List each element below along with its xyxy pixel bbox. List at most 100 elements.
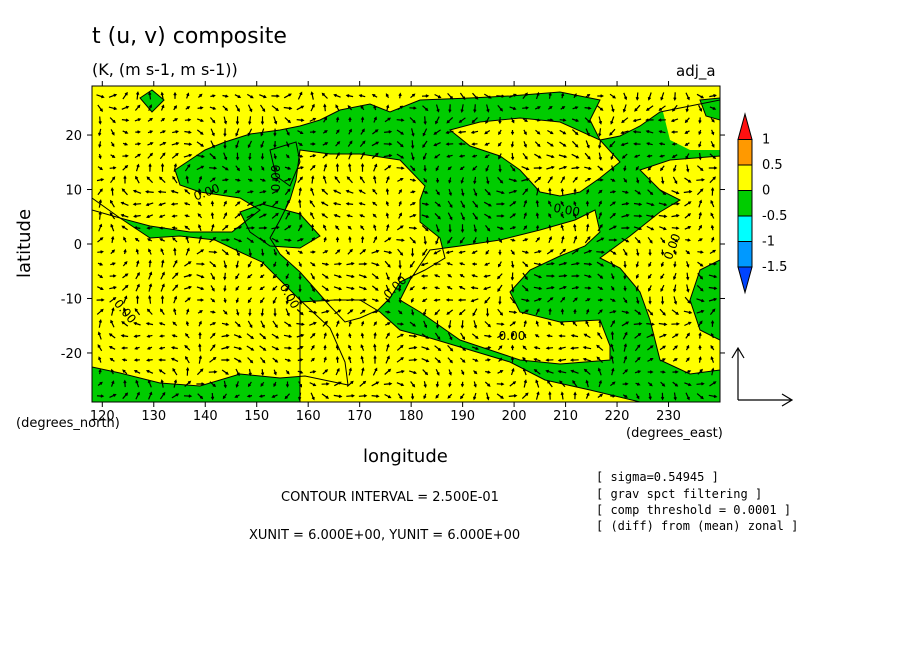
x-unit-label: (degrees_east) bbox=[626, 426, 723, 441]
wind-vector bbox=[397, 393, 403, 400]
colorbar-label: -0.5 bbox=[762, 209, 787, 224]
wind-vector bbox=[659, 333, 667, 338]
wind-vector bbox=[348, 320, 352, 327]
wind-vector bbox=[348, 163, 352, 172]
wind-vector bbox=[145, 369, 154, 374]
wind-vector bbox=[660, 92, 665, 101]
wind-vector bbox=[133, 370, 141, 374]
wind-vector bbox=[622, 331, 628, 340]
wind-vector bbox=[260, 178, 266, 182]
wind-vector bbox=[385, 343, 390, 352]
wind-vector bbox=[433, 298, 441, 302]
wind-vector bbox=[685, 332, 690, 339]
wind-vector bbox=[221, 238, 230, 242]
wind-vector bbox=[409, 214, 417, 218]
wind-vector bbox=[497, 105, 504, 112]
wind-vector bbox=[660, 370, 666, 374]
wind-vector bbox=[671, 322, 680, 326]
wind-vector bbox=[273, 261, 277, 268]
zero-contour-line bbox=[92, 86, 720, 233]
zero-contour-line bbox=[448, 117, 621, 197]
wind-vector bbox=[246, 394, 253, 398]
wind-vector bbox=[609, 140, 616, 148]
wind-vector bbox=[410, 152, 415, 161]
wind-vector bbox=[110, 262, 116, 266]
wind-vector bbox=[348, 344, 352, 351]
wind-vector bbox=[183, 273, 193, 278]
wind-vector bbox=[621, 153, 628, 159]
wind-vector bbox=[511, 284, 515, 293]
wind-vector bbox=[346, 262, 355, 266]
wind-vector bbox=[508, 310, 518, 314]
wind-vector bbox=[122, 130, 129, 134]
wind-vector bbox=[634, 344, 641, 352]
wind-vector bbox=[309, 296, 317, 304]
wind-vector bbox=[297, 142, 303, 147]
wind-vector bbox=[636, 177, 640, 184]
wind-vector bbox=[108, 93, 118, 98]
wind-vector bbox=[622, 369, 629, 375]
wind-vector bbox=[335, 344, 340, 351]
wind-vector bbox=[647, 92, 652, 101]
wind-vector bbox=[498, 116, 502, 125]
wind-vector bbox=[623, 92, 628, 101]
wind-vector bbox=[535, 118, 541, 122]
wind-vector bbox=[686, 284, 690, 293]
wind-vector bbox=[246, 345, 255, 351]
wind-vector bbox=[483, 286, 491, 291]
zero-contour-line bbox=[269, 149, 446, 323]
wind-vector bbox=[698, 356, 702, 363]
wind-vector bbox=[497, 308, 504, 316]
wind-vector bbox=[285, 249, 290, 256]
wind-vector bbox=[698, 104, 703, 112]
wind-vector bbox=[573, 200, 577, 207]
wind-vector bbox=[535, 91, 540, 100]
wind-vector bbox=[409, 178, 417, 182]
wind-vector bbox=[373, 224, 377, 231]
wind-vector bbox=[96, 394, 105, 398]
wind-vector bbox=[460, 332, 466, 341]
wind-vector bbox=[146, 176, 154, 184]
wind-vector bbox=[97, 237, 104, 243]
wind-vector bbox=[285, 261, 290, 268]
wind-vector bbox=[647, 358, 654, 362]
wind-vector bbox=[358, 286, 368, 291]
wind-vector bbox=[146, 226, 153, 230]
wind-vector bbox=[596, 250, 605, 254]
wind-vector bbox=[585, 211, 589, 219]
wind-vector bbox=[497, 370, 504, 374]
wind-vector bbox=[561, 235, 565, 244]
wind-vector bbox=[110, 223, 115, 232]
wind-vector bbox=[648, 249, 652, 257]
wind-vector bbox=[345, 189, 354, 194]
wind-vector bbox=[582, 357, 592, 362]
wind-vector bbox=[510, 356, 515, 363]
wind-vector bbox=[335, 355, 340, 363]
wind-vector bbox=[285, 308, 290, 317]
wind-vector bbox=[672, 358, 678, 362]
wind-vector bbox=[271, 333, 280, 339]
wind-vector bbox=[597, 367, 602, 376]
wind-vector bbox=[247, 104, 253, 113]
wind-vector bbox=[223, 272, 227, 281]
wind-vector bbox=[335, 140, 341, 147]
wind-vector bbox=[598, 140, 602, 149]
wind-vector bbox=[297, 346, 304, 350]
wind-vector bbox=[598, 152, 602, 161]
wind-vector bbox=[632, 118, 642, 123]
wind-vector bbox=[409, 285, 415, 291]
wind-vector bbox=[510, 344, 515, 351]
wind-vector bbox=[534, 153, 542, 159]
wind-vector bbox=[197, 201, 202, 207]
wind-vector bbox=[311, 175, 315, 184]
wind-vector bbox=[685, 250, 691, 255]
wind-vector bbox=[646, 225, 655, 231]
wind-vector bbox=[297, 358, 304, 362]
x-tick-label: 200 bbox=[502, 409, 527, 424]
wind-vector bbox=[398, 212, 402, 219]
zero-contour-line bbox=[92, 197, 349, 387]
wind-vector bbox=[247, 140, 253, 149]
wind-vector bbox=[222, 105, 229, 111]
x-tick-label: 140 bbox=[193, 409, 218, 424]
wind-vector bbox=[710, 332, 714, 339]
